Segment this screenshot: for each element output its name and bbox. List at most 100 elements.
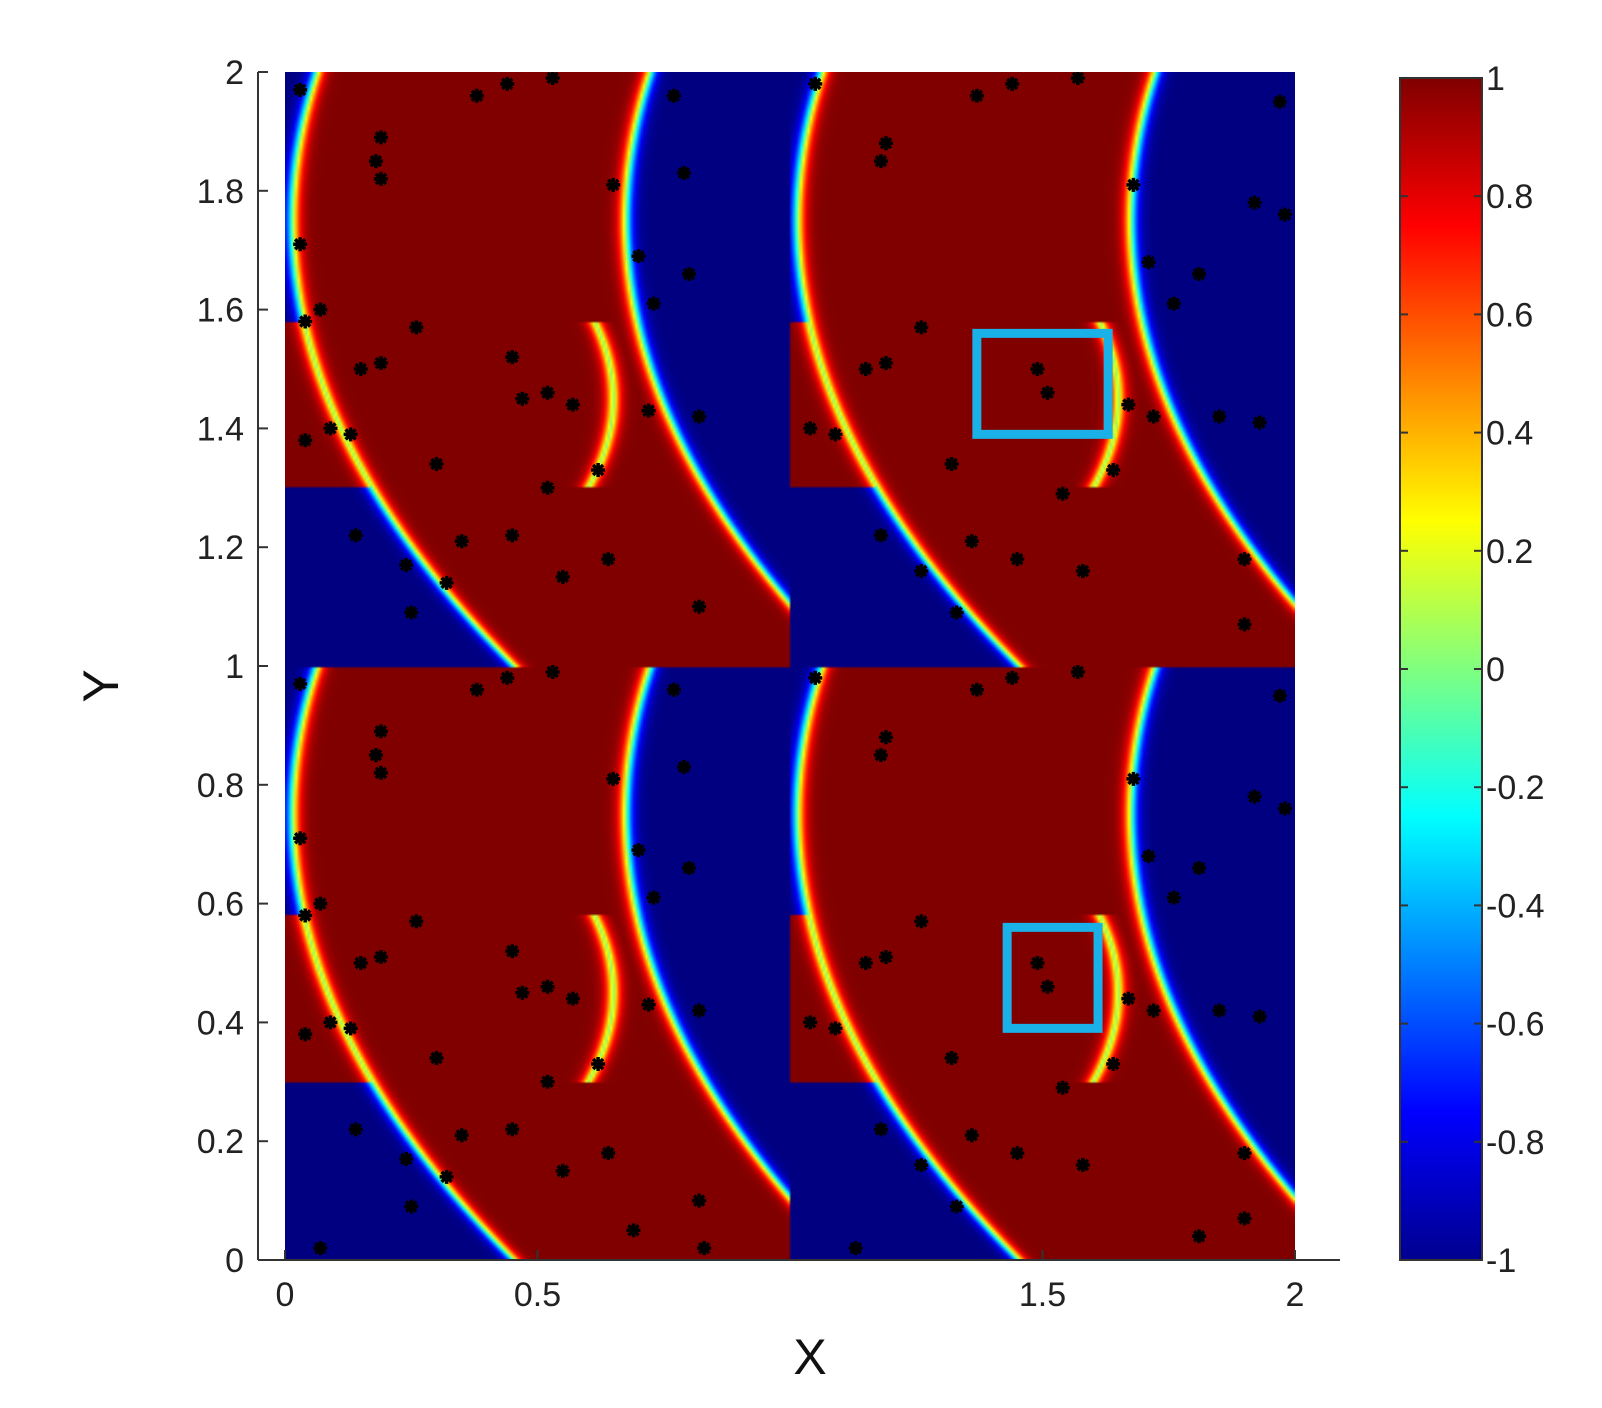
y-tick-label: 1.8 xyxy=(197,173,244,211)
highlight-box xyxy=(972,328,1113,439)
y-tick-label: 0 xyxy=(225,1242,244,1280)
scatter-point xyxy=(293,676,308,691)
scatter-point xyxy=(500,76,515,91)
scatter-point xyxy=(404,605,419,620)
colorbar: 1 0.8 0.6 0.4 0.2 0 -0.2 -0.4 -0.6 -0.8 -1 xyxy=(1399,60,1545,1280)
scatter-point xyxy=(505,1122,520,1137)
scatter-point xyxy=(1010,552,1025,567)
scatter-point xyxy=(601,1146,616,1161)
scatter-point xyxy=(439,1169,454,1184)
scatter-point xyxy=(692,1193,707,1208)
scatter-point xyxy=(873,748,888,763)
y-tick-label: 1.2 xyxy=(197,529,244,567)
scatter-point xyxy=(469,88,484,103)
scatter-point xyxy=(1247,789,1262,804)
scatter-point xyxy=(601,552,616,567)
scatter-point xyxy=(1126,177,1141,192)
scatter-point xyxy=(439,575,454,590)
scatter-point xyxy=(545,72,560,85)
scatter-point xyxy=(1192,266,1207,281)
y-tick-label: 0.2 xyxy=(197,1123,244,1161)
scatter-point xyxy=(591,462,606,477)
scatter-point xyxy=(1106,1056,1121,1071)
scatter-point xyxy=(555,569,570,584)
scatter-point xyxy=(1192,860,1207,875)
colorbar-tick-label: -0.8 xyxy=(1486,1124,1545,1162)
x-axis-title: X xyxy=(793,1329,826,1385)
scatter-point xyxy=(1121,397,1136,412)
x-tick-label: 0.5 xyxy=(514,1276,561,1314)
scatter-point xyxy=(409,320,424,335)
scatter-point xyxy=(540,385,555,400)
scatter-point xyxy=(631,843,646,858)
scatter-point xyxy=(343,427,358,442)
heatmap-field xyxy=(285,72,1295,1260)
scatter-point xyxy=(873,154,888,169)
highlight-box xyxy=(1002,922,1103,1033)
scatter-point xyxy=(1030,956,1045,970)
y-tick-label: 0.8 xyxy=(197,767,244,805)
scatter-point xyxy=(873,528,888,543)
scatter-point xyxy=(878,950,893,965)
scatter-point xyxy=(399,1152,414,1167)
scatter-point xyxy=(873,1122,888,1137)
x-tick-label: 0 xyxy=(276,1276,295,1314)
scatter-point xyxy=(298,314,313,329)
scatter-point xyxy=(409,914,424,929)
scatter-point xyxy=(964,1128,979,1143)
scatter-point xyxy=(348,1122,363,1137)
scatter-point xyxy=(505,528,520,543)
scatter-point xyxy=(540,480,555,495)
scatter-point xyxy=(803,421,818,436)
scatter-point xyxy=(641,403,656,418)
scatter-point xyxy=(878,356,893,371)
scatter-point xyxy=(626,1223,641,1238)
scatter-point xyxy=(878,136,893,151)
scatter-point xyxy=(373,171,388,186)
scatter-point xyxy=(1237,1146,1252,1161)
scatter-point xyxy=(404,1199,419,1214)
colorbar-gradient xyxy=(1399,77,1483,1261)
highlight-boxes xyxy=(972,328,1113,1033)
scatter-point xyxy=(515,985,530,1000)
scatter-point xyxy=(692,1003,707,1018)
scatter-point xyxy=(1272,688,1287,703)
scatter-point xyxy=(666,682,681,697)
scatter-point xyxy=(515,391,530,406)
y-tick-label: 1 xyxy=(225,648,244,686)
scatter-point xyxy=(565,397,580,412)
scatter-point xyxy=(373,130,388,145)
scatter-point xyxy=(1075,1157,1090,1172)
scatter-point xyxy=(949,1199,964,1214)
scatter-point xyxy=(565,991,580,1006)
scatter-point xyxy=(828,427,843,442)
scatter-point xyxy=(1030,362,1045,376)
scatter-point xyxy=(944,1051,959,1066)
scatter-point xyxy=(606,771,621,786)
scatter-point xyxy=(1075,563,1090,578)
y-tick-label: 1.6 xyxy=(197,292,244,330)
colorbar-tick-label: 0.6 xyxy=(1486,296,1533,334)
scatter-point xyxy=(914,1157,929,1172)
scatter-point xyxy=(1252,1009,1267,1024)
scatter-point xyxy=(313,1241,328,1256)
scatter-point xyxy=(828,1021,843,1036)
scatter-point xyxy=(858,956,873,970)
colorbar-tick-label: -1 xyxy=(1486,1242,1516,1280)
scatter-point xyxy=(1247,195,1262,210)
scatter-point xyxy=(808,76,823,91)
scatter-point xyxy=(313,896,328,911)
colorbar-tick-label: -0.2 xyxy=(1486,769,1545,807)
scatter-point xyxy=(323,421,338,436)
scatter-point xyxy=(313,302,328,317)
scatter-point xyxy=(353,362,368,376)
scatter-point xyxy=(353,956,368,970)
scatter-point xyxy=(545,664,560,679)
scatter-point xyxy=(949,605,964,620)
scatter-point xyxy=(1212,1003,1227,1018)
scatter-point xyxy=(373,356,388,371)
scatter-point xyxy=(1237,1211,1252,1226)
y-tick-label: 0.4 xyxy=(197,1004,244,1042)
scatter-point xyxy=(858,362,873,376)
colorbar-tick-label: -0.6 xyxy=(1486,1006,1545,1044)
